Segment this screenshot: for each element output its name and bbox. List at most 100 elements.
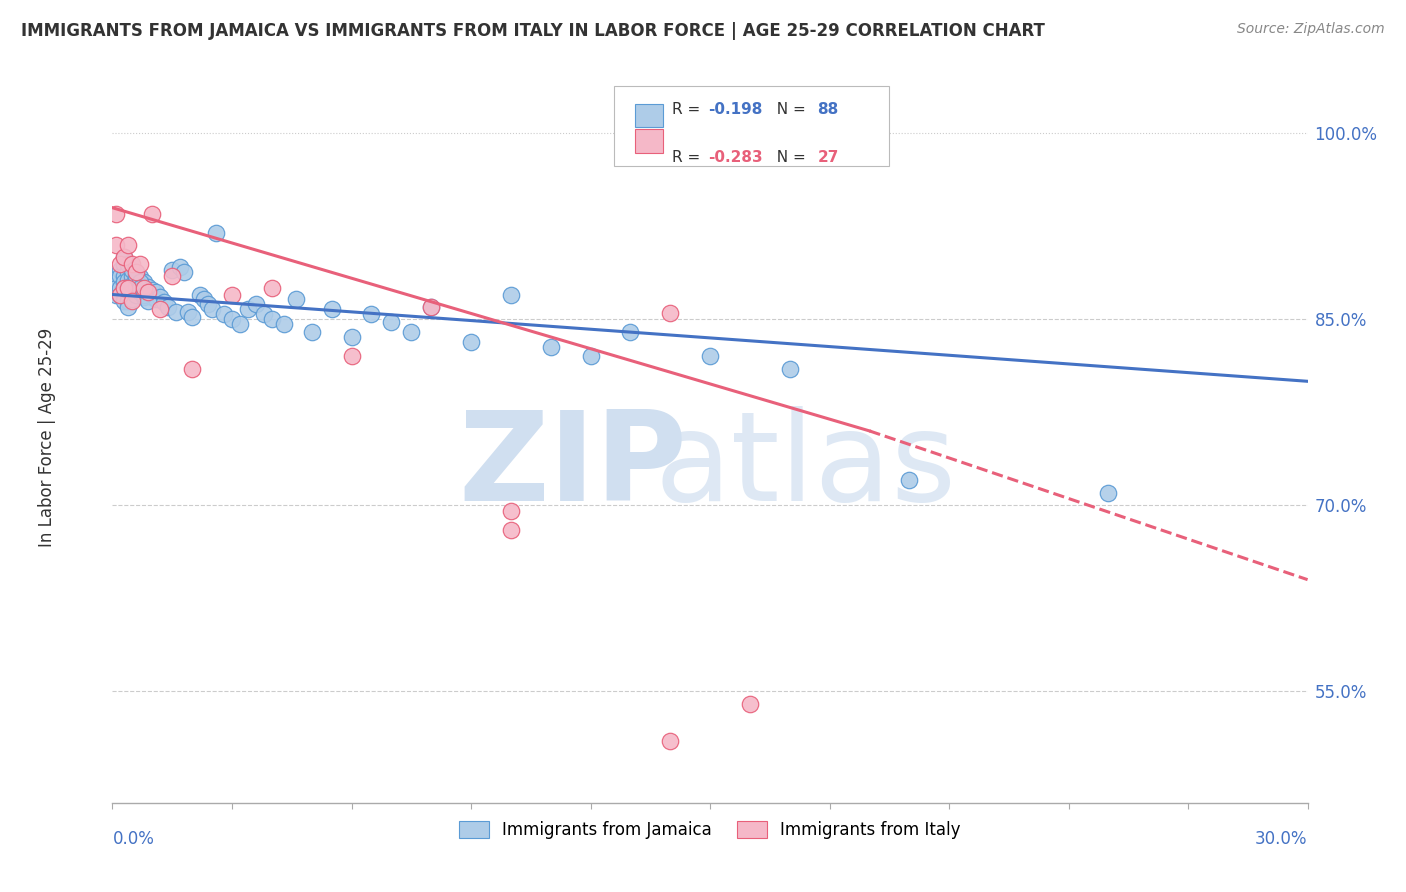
Point: [114, 250, 135, 264]
Point: [138, 285, 160, 299]
Point: [121, 293, 143, 308]
Point: [121, 256, 143, 270]
Point: [619, 325, 641, 339]
Point: [212, 307, 235, 321]
Point: [117, 256, 139, 270]
Point: [499, 523, 522, 537]
Point: [110, 287, 132, 301]
Point: [110, 287, 132, 301]
Point: [114, 281, 135, 295]
Point: [125, 272, 148, 286]
Text: N =: N =: [768, 151, 811, 165]
FancyBboxPatch shape: [634, 103, 664, 127]
Point: [121, 293, 143, 307]
FancyBboxPatch shape: [634, 129, 664, 153]
Point: [157, 300, 180, 314]
Point: [181, 310, 204, 324]
Point: [173, 265, 195, 279]
Text: -0.283: -0.283: [707, 151, 762, 165]
Point: [110, 268, 132, 283]
Point: [579, 350, 602, 364]
Point: [284, 293, 307, 307]
Text: N =: N =: [768, 102, 811, 117]
Point: [460, 334, 482, 349]
Point: [201, 302, 224, 317]
Point: [236, 302, 259, 317]
Point: [141, 290, 163, 304]
Point: [738, 697, 761, 711]
Point: [162, 268, 183, 283]
Point: [117, 287, 139, 301]
Point: [125, 268, 148, 283]
Point: [401, 325, 423, 339]
Point: [699, 350, 721, 364]
Point: [129, 270, 152, 285]
Point: [117, 281, 139, 295]
Point: [114, 287, 135, 301]
Point: [125, 280, 148, 294]
Point: [153, 295, 176, 310]
Point: [105, 281, 128, 295]
Point: [499, 504, 522, 518]
Point: [121, 277, 143, 292]
Point: [125, 265, 148, 279]
Text: R =: R =: [672, 102, 704, 117]
Point: [420, 300, 443, 314]
Point: [145, 285, 167, 299]
Point: [117, 272, 139, 286]
Point: [134, 275, 156, 289]
Point: [110, 262, 132, 277]
Point: [134, 283, 156, 297]
Point: [499, 287, 522, 301]
Point: [117, 265, 139, 279]
Point: [138, 287, 160, 301]
Point: [110, 281, 132, 295]
Text: 0.0%: 0.0%: [112, 830, 155, 848]
Point: [134, 287, 156, 301]
Point: [117, 293, 139, 308]
Point: [117, 256, 139, 270]
Text: 27: 27: [818, 151, 839, 165]
Point: [149, 302, 172, 317]
Point: [114, 256, 135, 270]
Point: [177, 305, 200, 319]
Point: [125, 265, 148, 279]
Point: [114, 250, 135, 264]
Text: ZIP: ZIP: [458, 406, 688, 527]
Point: [121, 268, 143, 283]
Point: [659, 734, 682, 748]
Text: 30.0%: 30.0%: [1256, 830, 1308, 848]
Text: Source: ZipAtlas.com: Source: ZipAtlas.com: [1237, 22, 1385, 37]
Point: [169, 260, 191, 275]
Point: [188, 287, 211, 301]
Point: [110, 256, 132, 270]
Point: [105, 238, 128, 252]
Point: [253, 307, 276, 321]
Point: [117, 280, 139, 294]
Point: [114, 281, 135, 295]
Legend: Immigrants from Jamaica, Immigrants from Italy: Immigrants from Jamaica, Immigrants from…: [453, 814, 967, 846]
Text: IMMIGRANTS FROM JAMAICA VS IMMIGRANTS FROM ITALY IN LABOR FORCE | AGE 25-29 CORR: IMMIGRANTS FROM JAMAICA VS IMMIGRANTS FR…: [21, 22, 1045, 40]
Point: [134, 281, 156, 295]
Point: [129, 281, 152, 295]
Point: [129, 256, 152, 270]
Point: [121, 260, 143, 275]
Point: [121, 262, 143, 277]
Point: [114, 275, 135, 289]
Point: [260, 281, 283, 295]
Text: 88: 88: [818, 102, 839, 117]
Point: [165, 305, 187, 319]
Point: [138, 280, 160, 294]
Point: [117, 300, 139, 314]
FancyBboxPatch shape: [614, 86, 889, 167]
Point: [105, 287, 128, 301]
Point: [193, 293, 215, 307]
Point: [197, 297, 219, 311]
Point: [141, 207, 163, 221]
Point: [360, 307, 382, 321]
Point: [129, 277, 152, 292]
Point: [340, 329, 363, 343]
Point: [117, 238, 139, 252]
Point: [114, 268, 135, 283]
Point: [162, 262, 183, 277]
